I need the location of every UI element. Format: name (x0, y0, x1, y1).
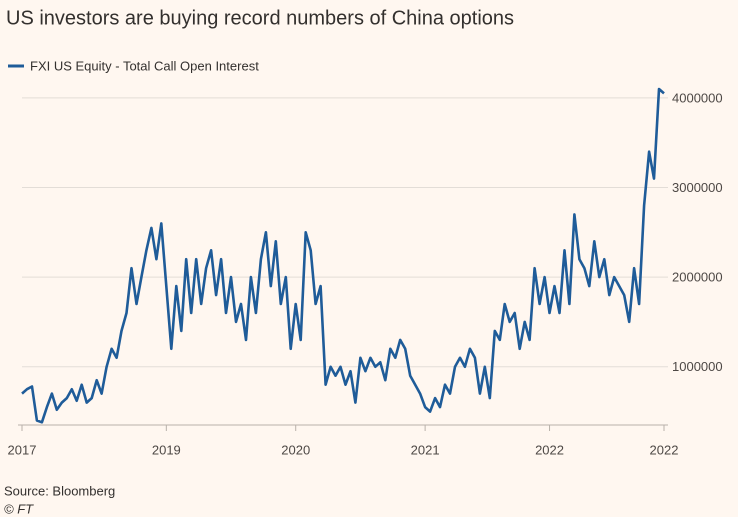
x-tick-label: 2017 (8, 442, 37, 457)
legend-label: FXI US Equity - Total Call Open Interest (30, 58, 259, 73)
x-tick-label: 2020 (281, 442, 310, 457)
x-tick-label: 2022 (650, 442, 679, 457)
chart-title: US investors are buying record numbers o… (6, 7, 514, 29)
x-tick-label: 2019 (152, 442, 181, 457)
x-tick-label: 2021 (411, 442, 440, 457)
y-tick-label: 1000000 (672, 359, 723, 374)
y-tick-label: 2000000 (672, 270, 723, 285)
y-tick-label: 3000000 (672, 180, 723, 195)
credit: © FT (4, 501, 34, 516)
y-tick-label: 4000000 (672, 90, 723, 105)
x-tick-label: 2022 (535, 442, 564, 457)
series-line (21, 87, 665, 424)
source: Source: Bloomberg (4, 483, 115, 498)
